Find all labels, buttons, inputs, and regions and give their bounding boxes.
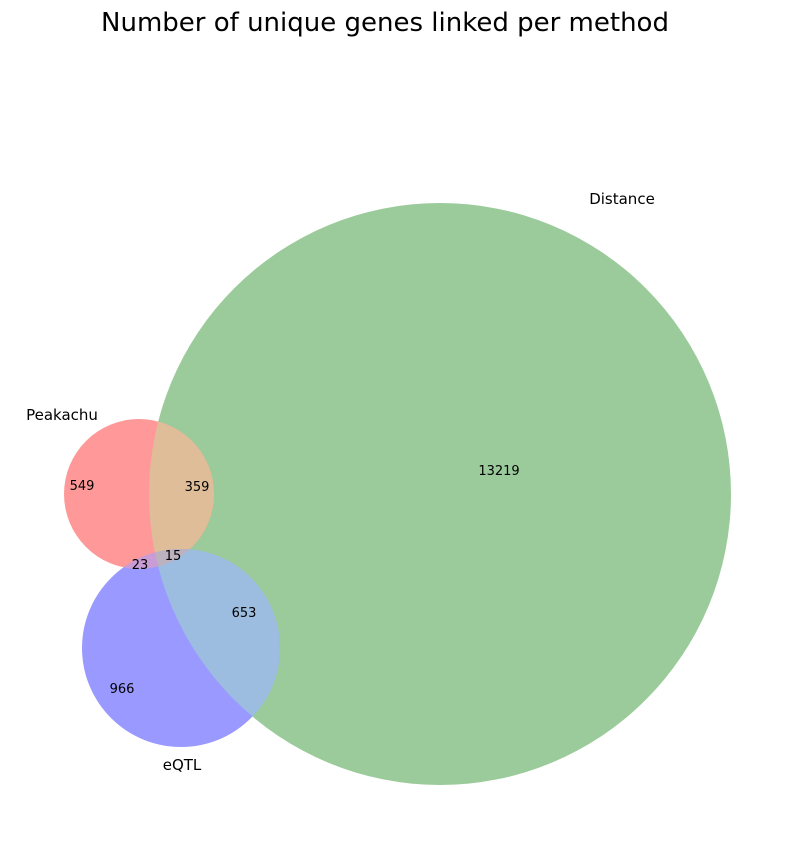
- chart-title: Number of unique genes linked per method: [101, 8, 669, 38]
- distance-circle: [149, 203, 731, 785]
- count-distance-only: 13219: [478, 464, 519, 479]
- set-label-peakachu: Peakachu: [26, 406, 98, 424]
- count-peakachu-only: 549: [70, 479, 95, 494]
- count-distance-eqtl: 653: [232, 606, 257, 621]
- set-label-eqtl: eQTL: [163, 756, 202, 774]
- count-peakachu-eqtl: 23: [132, 558, 149, 573]
- count-all-three: 15: [165, 549, 182, 564]
- peakachu-distance-overlap: [149, 419, 214, 569]
- count-peakachu-distance: 359: [185, 480, 210, 495]
- count-eqtl-only: 966: [110, 682, 135, 697]
- set-label-distance: Distance: [589, 190, 655, 208]
